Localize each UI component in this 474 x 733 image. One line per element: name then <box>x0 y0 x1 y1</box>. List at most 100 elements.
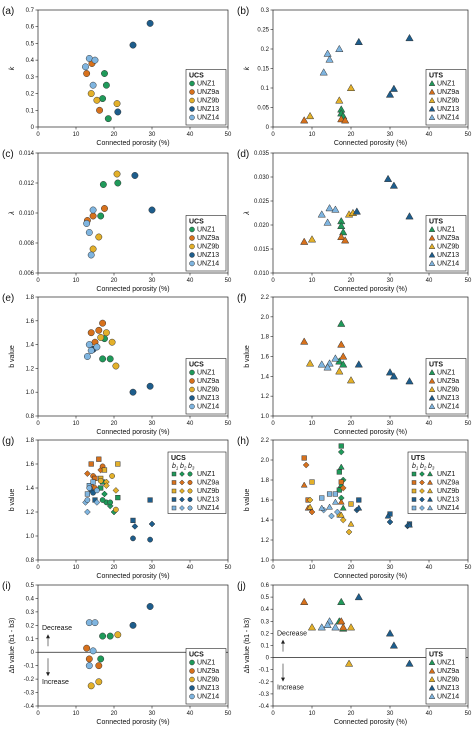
y-tick-label: 1.4 <box>261 374 270 380</box>
legend-marker <box>189 252 195 258</box>
data-point <box>337 221 346 229</box>
data-point <box>107 499 114 506</box>
legend-marker <box>187 497 193 502</box>
data-point <box>104 115 112 123</box>
plot-frame <box>272 152 469 274</box>
y-tick-label: 1.8 <box>26 438 35 444</box>
data-point <box>384 512 392 519</box>
data-point <box>97 212 105 220</box>
data-point <box>83 644 91 652</box>
x-tick-label: 10 <box>73 132 80 138</box>
x-axis-label: Connected porosity (%) <box>96 573 169 580</box>
x-tick-label: 0 <box>271 278 275 284</box>
data-point <box>115 495 121 501</box>
x-tick-label: 30 <box>387 565 394 571</box>
legend-marker <box>179 471 185 477</box>
legend-entry-label: UNZ9a <box>437 480 459 487</box>
y-tick-label: 2.2 <box>261 438 270 444</box>
x-tick-label: 30 <box>387 278 394 284</box>
legend-entry-label: UNZ14 <box>437 694 459 701</box>
x-tick-label: 0 <box>271 132 275 138</box>
data-point <box>129 41 137 49</box>
data-point <box>319 68 328 76</box>
data-point <box>346 623 356 631</box>
legend-marker <box>427 487 433 494</box>
y-tick-label: 0 <box>31 125 35 131</box>
legend-marker <box>189 668 195 674</box>
data-point <box>109 473 115 479</box>
data-point <box>300 237 309 245</box>
x-tick-label: 10 <box>73 278 80 284</box>
data-point <box>305 111 315 120</box>
legend-entry-label: UNZ14 <box>197 505 219 512</box>
data-point <box>148 520 156 528</box>
data-point <box>85 341 93 349</box>
data-point <box>87 251 95 259</box>
legend-entry-label: UNZ1 <box>437 660 455 667</box>
data-point <box>91 619 99 627</box>
legend-title: UCS <box>171 455 186 462</box>
legend-entry-label: UNZ9b <box>437 488 459 495</box>
legend-box <box>167 451 227 514</box>
data-point <box>101 70 108 77</box>
data-point <box>96 106 104 114</box>
legend-entry-label: UNZ14 <box>197 404 219 411</box>
legend-marker <box>189 97 195 104</box>
annotation-decrease: Decrease <box>277 631 307 638</box>
legend-marker <box>189 369 195 376</box>
data-point <box>114 179 122 187</box>
x-tick-label: 40 <box>187 132 194 138</box>
data-point <box>337 319 346 327</box>
x-tick-label: 40 <box>426 421 433 427</box>
panel-j: (j) 0 10 20 30 40 50 -0.4 -0.3 -0.2 -0.1 0 0.1 0.2 0.3… <box>237 581 472 726</box>
data-point <box>82 63 89 71</box>
x-tick-label: 10 <box>309 421 316 427</box>
legend-marker <box>411 471 417 477</box>
legend-entry-label: UNZ14 <box>437 115 459 122</box>
y-tick-label: 0.4 <box>26 58 35 64</box>
data-point <box>131 172 139 179</box>
plot-frame <box>37 584 229 707</box>
x-tick-label: 20 <box>348 711 355 717</box>
panel-f: (f) 0 10 20 30 40 50 1.0 1.2 1.4 1.6 1.8 2.0 2.2 Conne… <box>237 293 472 436</box>
y-tick-label: 0.2 <box>261 631 270 637</box>
x-tick-label: 30 <box>149 711 156 717</box>
data-point <box>389 641 399 649</box>
panel-a: (a) 0 10 20 30 40 50 0 0.1 0.2 0.3 0.4 0.5 0.6 0.7 Conn… <box>2 6 232 147</box>
y-tick-label: 0.008 <box>19 241 35 247</box>
y-tick-label: -0.2 <box>259 680 270 686</box>
x-tick-label: 0 <box>271 565 275 571</box>
legend-marker <box>171 497 177 502</box>
x-tick-label: 0 <box>36 711 40 717</box>
panel-i: (i) 0 10 20 30 40 50 -0.4 -0.3 -0.2 -0.1 0 0.1 0.2 0.3… <box>2 581 232 726</box>
plot-frame <box>37 439 229 561</box>
data-point <box>87 90 95 98</box>
legend-marker <box>179 505 185 511</box>
data-point <box>338 443 344 449</box>
y-tick-label: 0.5 <box>261 595 270 601</box>
x-tick-label: 50 <box>225 132 232 138</box>
data-point <box>338 479 344 485</box>
data-point <box>334 508 341 516</box>
legend-marker <box>411 488 417 494</box>
legend-marker <box>428 369 436 375</box>
data-point <box>345 528 353 536</box>
data-point <box>337 617 346 625</box>
data-point <box>102 329 110 337</box>
data-point <box>83 70 91 77</box>
legend-entry-label: UNZ1 <box>437 81 455 88</box>
panel-e: (e) 0 10 20 30 40 50 0.8 1.0 1.2 1.4 1.6 1.8 Connecte… <box>2 293 232 436</box>
y-tick-label: 0.2 <box>261 47 270 53</box>
y-tick-label: 0.5 <box>26 41 35 47</box>
legend-entry-label: UNZ14 <box>197 261 219 268</box>
data-point <box>102 81 110 89</box>
data-point <box>89 647 97 655</box>
legend-marker <box>189 685 195 691</box>
data-point <box>337 448 345 456</box>
data-point <box>385 90 395 98</box>
y-axis-label: b value <box>9 345 16 368</box>
legend-marker <box>189 106 195 112</box>
arrow-down-head <box>281 677 285 682</box>
x-tick-label: 40 <box>426 565 433 571</box>
